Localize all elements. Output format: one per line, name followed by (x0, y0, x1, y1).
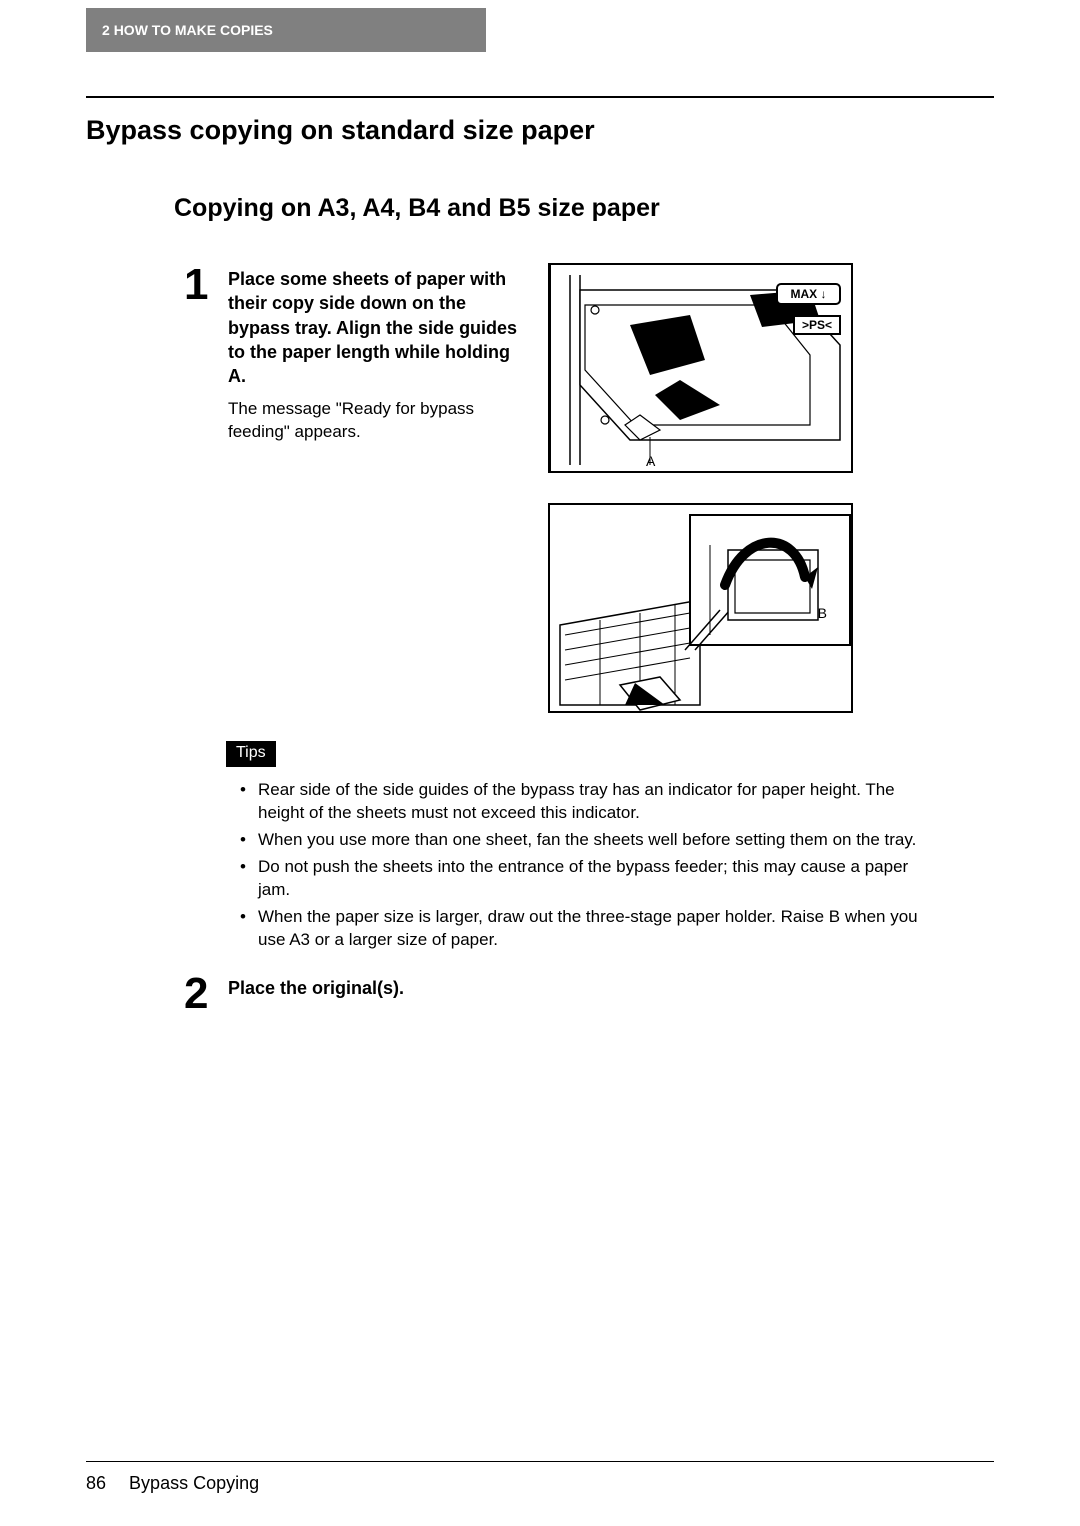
tips-item: Do not push the sheets into the entrance… (240, 856, 944, 902)
step-2-number: 2 (184, 972, 220, 1016)
figure-1: MAX ↓ >PS< A (548, 263, 853, 473)
tips-item: When the paper size is larger, draw out … (240, 906, 944, 952)
figure-2-svg (550, 505, 853, 713)
bottom-rule (86, 1461, 994, 1462)
tips-list: Rear side of the side guides of the bypa… (226, 779, 944, 952)
top-rule (86, 96, 994, 98)
figure-2: B (548, 503, 853, 713)
page-number: 86 (86, 1473, 106, 1493)
subsection-title: Copying on A3, A4, B4 and B5 size paper (174, 194, 994, 223)
figure-1-ps-label: >PS< (793, 315, 841, 335)
step-2-instruction: Place the original(s). (228, 976, 528, 1000)
step-1-instruction: Place some sheets of paper with their co… (228, 267, 528, 388)
step-1-number: 1 (184, 263, 220, 307)
tips-item: Rear side of the side guides of the bypa… (240, 779, 944, 825)
step-2-text: Place the original(s). (228, 972, 528, 1010)
step-2-body: Place the original(s). (228, 972, 994, 1010)
figure-1-max-label: MAX ↓ (776, 283, 841, 305)
header-chapter: 2 HOW TO MAKE COPIES (102, 22, 273, 38)
tips-block: Tips Rear side of the side guides of the… (226, 741, 944, 952)
tips-badge: Tips (226, 741, 276, 767)
step-1-note: The message "Ready for bypass feeding" a… (228, 399, 474, 441)
main-content: Bypass copying on standard size paper Co… (86, 115, 994, 1036)
figure-2-marker: B (818, 605, 827, 621)
step-1-body: Place some sheets of paper with their co… (228, 263, 994, 713)
step-1-text: Place some sheets of paper with their co… (228, 263, 528, 444)
step-2: 2 Place the original(s). (184, 972, 994, 1016)
footer-section: Bypass Copying (129, 1473, 259, 1493)
header-tab: 2 HOW TO MAKE COPIES (86, 8, 486, 52)
footer: 86 Bypass Copying (86, 1473, 259, 1494)
figures: MAX ↓ >PS< A (548, 263, 994, 713)
section-title: Bypass copying on standard size paper (86, 115, 994, 146)
figure-1-marker: A (646, 453, 655, 469)
step-1: 1 Place some sheets of paper with their … (184, 263, 994, 713)
tips-item: When you use more than one sheet, fan th… (240, 829, 944, 852)
